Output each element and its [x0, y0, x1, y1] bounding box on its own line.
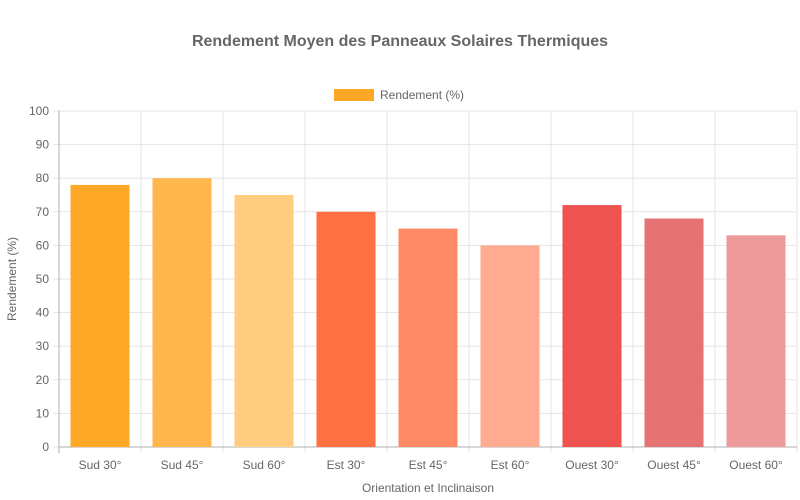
y-tick-label: 70	[36, 205, 50, 219]
x-tick-label: Ouest 60°	[729, 458, 783, 472]
y-axis-title: Rendement (%)	[5, 237, 19, 321]
bars	[70, 178, 786, 448]
x-axis-title: Orientation et Inclinaison	[362, 481, 494, 495]
y-tick-label: 20	[36, 373, 50, 387]
x-tick-label: Sud 60°	[243, 458, 286, 472]
y-axis-ticks: 0 10 20 30 40 50 60 70 80 90 100	[29, 104, 49, 454]
x-tick-label: Ouest 30°	[565, 458, 619, 472]
y-tick-label: 40	[36, 306, 50, 320]
x-tick-label: Ouest 45°	[647, 458, 701, 472]
bar[interactable]	[152, 178, 212, 447]
y-tick-label: 30	[36, 339, 50, 353]
x-tick-label: Est 45°	[409, 458, 448, 472]
y-tick-label: 60	[36, 238, 50, 252]
legend-swatch	[334, 89, 374, 101]
x-tick-label: Est 30°	[327, 458, 366, 472]
bar[interactable]	[644, 218, 704, 447]
bar[interactable]	[70, 184, 130, 448]
y-tick-label: 0	[42, 440, 49, 454]
x-tick-label: Sud 45°	[161, 458, 204, 472]
y-tick-label: 100	[29, 104, 49, 118]
y-tick-label: 10	[36, 406, 50, 420]
bar[interactable]	[234, 195, 294, 447]
y-tick-label: 80	[36, 171, 50, 185]
x-axis-ticks: Sud 30° Sud 45° Sud 60° Est 30° Est 45° Est 6…	[79, 458, 783, 472]
y-tick-label: 90	[36, 138, 50, 152]
bar[interactable]	[562, 205, 622, 447]
bar[interactable]	[726, 235, 786, 447]
y-tick-label: 50	[36, 272, 50, 286]
legend[interactable]: Rendement (%)	[334, 88, 464, 102]
bar[interactable]	[398, 228, 458, 447]
bar[interactable]	[480, 245, 540, 447]
legend-label: Rendement (%)	[380, 88, 464, 102]
x-tick-label: Est 60°	[491, 458, 530, 472]
bar[interactable]	[316, 211, 376, 447]
x-tick-label: Sud 30°	[79, 458, 122, 472]
chart-title: Rendement Moyen des Panneaux Solaires Th…	[192, 33, 608, 50]
